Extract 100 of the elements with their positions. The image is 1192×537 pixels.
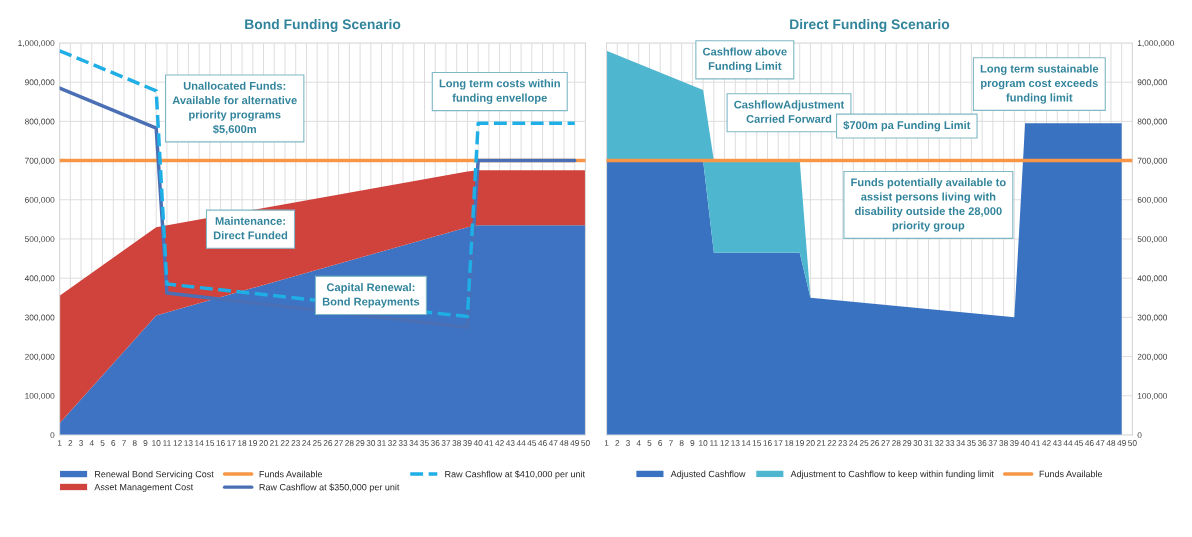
x-tick-label: 33 xyxy=(945,440,955,446)
annotation: Long term costs within funding envellope xyxy=(439,79,560,104)
x-tick-label: 42 xyxy=(495,440,504,446)
x-tick-label: 20 xyxy=(259,440,268,446)
y-tick-label: 300,000 xyxy=(24,314,55,322)
x-tick-label: 47 xyxy=(1095,440,1105,446)
x-tick-label: 8 xyxy=(679,440,684,446)
annotation: Long term sustainable program cost exceeds funding limit xyxy=(980,64,1099,104)
x-tick-label: 14 xyxy=(742,440,751,446)
x-tick-label: 18 xyxy=(238,440,247,446)
legend-label: Raw Cashflow at $410,000 per unit xyxy=(445,470,585,480)
x-tick-label: 5 xyxy=(647,440,652,446)
x-tick-label: 14 xyxy=(195,440,204,446)
x-tick-label: 22 xyxy=(827,440,837,446)
x-tick-label: 33 xyxy=(398,440,408,446)
y2-tick-label: 700,000 xyxy=(1137,157,1168,165)
x-tick-label: 19 xyxy=(248,440,258,446)
x-tick-label: 12 xyxy=(173,440,182,446)
x-tick-label: 4 xyxy=(89,440,94,446)
x-tick-label: 18 xyxy=(784,440,794,446)
x-tick-label: 25 xyxy=(312,440,322,446)
x-tick-label: 49 xyxy=(1117,440,1126,446)
y2-tick-label: 1,000,000 xyxy=(1137,40,1175,48)
x-tick-label: 38 xyxy=(452,440,461,446)
x-tick-label: 21 xyxy=(816,440,826,446)
x-tick-label: 23 xyxy=(838,440,847,446)
y-tick-label: 500,000 xyxy=(24,236,55,244)
x-tick-label: 23 xyxy=(291,440,300,446)
annotation: Cashflow above Funding Limit xyxy=(702,47,787,73)
x-tick-label: 44 xyxy=(516,440,526,446)
x-tick-label: 36 xyxy=(977,440,987,446)
x-tick-label: 16 xyxy=(763,440,772,446)
y-tick-label: 0 xyxy=(50,432,55,439)
x-tick-label: 28 xyxy=(345,440,354,446)
y2-tick-label: 0 xyxy=(1137,432,1142,439)
x-tick-label: 26 xyxy=(323,440,333,446)
annotation: $700m pa Funding Limit xyxy=(843,120,971,132)
x-tick-label: 3 xyxy=(79,440,84,446)
y2-tick-label: 600,000 xyxy=(1137,196,1168,204)
x-tick-label: 7 xyxy=(122,440,126,446)
y2-tick-label: 500,000 xyxy=(1137,236,1168,244)
y2-tick-label: 100,000 xyxy=(1137,392,1168,400)
x-tick-label: 48 xyxy=(559,440,569,446)
x-tick-label: 43 xyxy=(1052,440,1062,446)
y-tick-label: 100,000 xyxy=(25,392,55,400)
x-tick-label: 1 xyxy=(57,440,62,446)
x-tick-label: 19 xyxy=(795,440,804,446)
x-tick-label: 34 xyxy=(956,440,966,446)
legend-label: Adjustment to Cashflow to keep within funding limit xyxy=(790,470,994,479)
x-tick-label: 22 xyxy=(280,440,290,446)
legend-label: Funds Available xyxy=(1039,470,1103,478)
x-tick-label: 11 xyxy=(163,440,171,446)
line-series xyxy=(59,49,577,319)
x-tick-label: 41 xyxy=(1031,440,1041,446)
x-tick-label: 47 xyxy=(548,440,558,446)
x-tick-label: 9 xyxy=(690,440,695,446)
legend-label: Funds Available xyxy=(259,470,323,478)
x-tick-label: 29 xyxy=(355,440,365,446)
x-tick-label: 15 xyxy=(205,440,215,446)
x-tick-label: 6 xyxy=(658,440,663,446)
x-tick-label: 50 xyxy=(1128,440,1137,446)
x-tick-label: 39 xyxy=(1010,440,1019,446)
x-tick-label: 4 xyxy=(636,440,641,446)
x-tick-label: 41 xyxy=(484,440,494,446)
y-tick-label: 1,000,000 xyxy=(18,40,55,48)
x-tick-label: 1 xyxy=(604,440,609,446)
y-tick-label: 400,000 xyxy=(24,275,55,283)
x-tick-label: 30 xyxy=(366,440,376,446)
x-tick-label: 46 xyxy=(538,440,547,446)
x-tick-label: 3 xyxy=(625,440,630,446)
x-tick-label: 37 xyxy=(441,440,451,446)
x-tick-label: 32 xyxy=(934,440,944,446)
x-tick-label: 39 xyxy=(463,440,472,446)
x-tick-label: 27 xyxy=(881,440,890,446)
y2-tick-label: 300,000 xyxy=(1137,314,1168,322)
y2-tick-label: 800,000 xyxy=(1137,118,1168,126)
x-tick-label: 37 xyxy=(988,440,998,446)
x-tick-label: 32 xyxy=(387,440,397,446)
y-tick-label: 600,000 xyxy=(25,196,55,204)
x-tick-label: 31 xyxy=(377,440,386,446)
x-tick-label: 16 xyxy=(216,440,225,446)
legend-label: Renewal Bond Servicing Cost xyxy=(95,470,214,480)
x-tick-label: 8 xyxy=(132,440,137,446)
x-tick-label: 17 xyxy=(774,440,783,446)
annotation: Funds potentially available to assist persons living with disability outside the 28,000 priority group xyxy=(851,178,1006,232)
x-tick-label: 11 xyxy=(710,440,718,446)
y-tick-label: 200,000 xyxy=(25,353,55,361)
x-tick-label: 5 xyxy=(100,440,105,446)
x-tick-label: 44 xyxy=(1063,440,1073,446)
x-tick-label: 50 xyxy=(581,440,590,446)
x-tick-label: 28 xyxy=(892,440,901,446)
x-tick-label: 21 xyxy=(270,440,279,446)
y-tick-label: 700,000 xyxy=(25,157,55,165)
x-tick-label: 40 xyxy=(473,440,483,446)
x-tick-label: 35 xyxy=(967,440,976,446)
x-tick-label: 38 xyxy=(999,440,1008,446)
x-tick-label: 13 xyxy=(731,440,740,446)
x-tick-label: 48 xyxy=(1106,440,1116,446)
x-tick-label: 2 xyxy=(615,440,620,446)
y2-tick-label: 900,000 xyxy=(1137,79,1168,87)
